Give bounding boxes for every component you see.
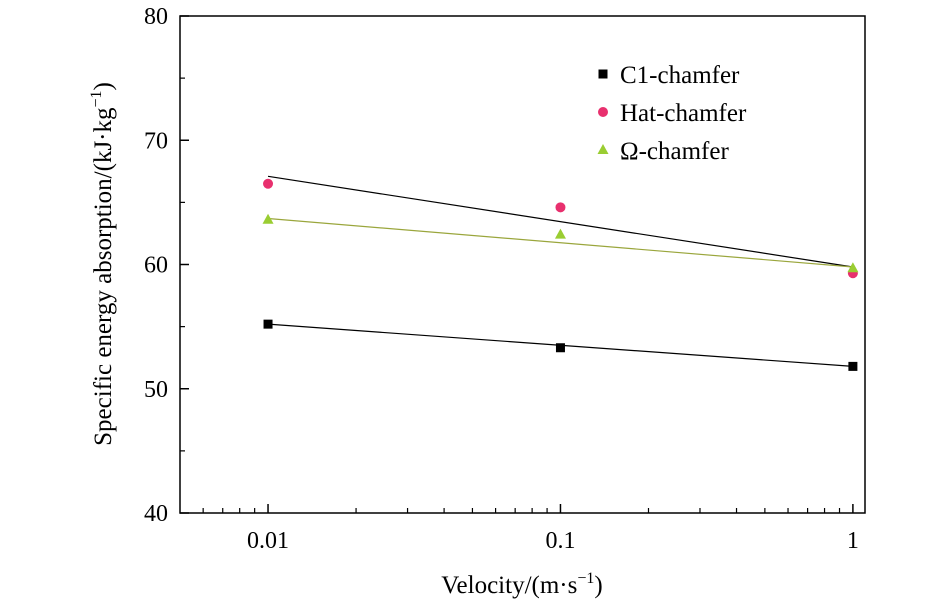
omega-point [554, 228, 566, 239]
hat-fit-line [267, 175, 853, 268]
y-tick-label: 50 [144, 377, 168, 403]
hat-point [263, 178, 274, 189]
plot-frame [179, 15, 866, 514]
c1-legend-marker [598, 69, 608, 79]
y-tick-label: 80 [144, 4, 168, 30]
x-tick-label: 0.1 [545, 528, 575, 554]
omega-legend-marker [597, 144, 609, 154]
x-tick-label: 1 [847, 528, 859, 554]
legend: C1-chamfer Hat-chamfer Ω-chamfer [597, 62, 747, 165]
hat-legend-marker [598, 107, 608, 117]
c1-point [555, 343, 565, 353]
y-tick-label: 70 [144, 128, 168, 154]
omega-legend-label: Ω-chamfer [620, 138, 729, 165]
y-axis-title: Specific energy absorption/(kJ·kg−1) [88, 82, 117, 446]
omega-point [262, 213, 274, 224]
c1-point [848, 361, 858, 371]
omega-fit-line [267, 217, 853, 268]
hat-point [555, 202, 566, 213]
y-tick-label: 40 [144, 501, 168, 527]
x-tick-label: 0.01 [247, 528, 289, 554]
x-axis-title: Velocity/(m·s−1) [441, 570, 602, 599]
omega-point [847, 262, 859, 273]
hat-legend-label: Hat-chamfer [620, 100, 747, 127]
y-tick-label: 60 [144, 253, 168, 279]
data-points [262, 178, 859, 371]
plot-border [179, 15, 866, 514]
c1-legend-label: C1-chamfer [620, 62, 740, 89]
c1-point [263, 319, 273, 329]
axis-ticks: 40 50 60 70 80 0.01 0.1 1 [144, 4, 859, 554]
